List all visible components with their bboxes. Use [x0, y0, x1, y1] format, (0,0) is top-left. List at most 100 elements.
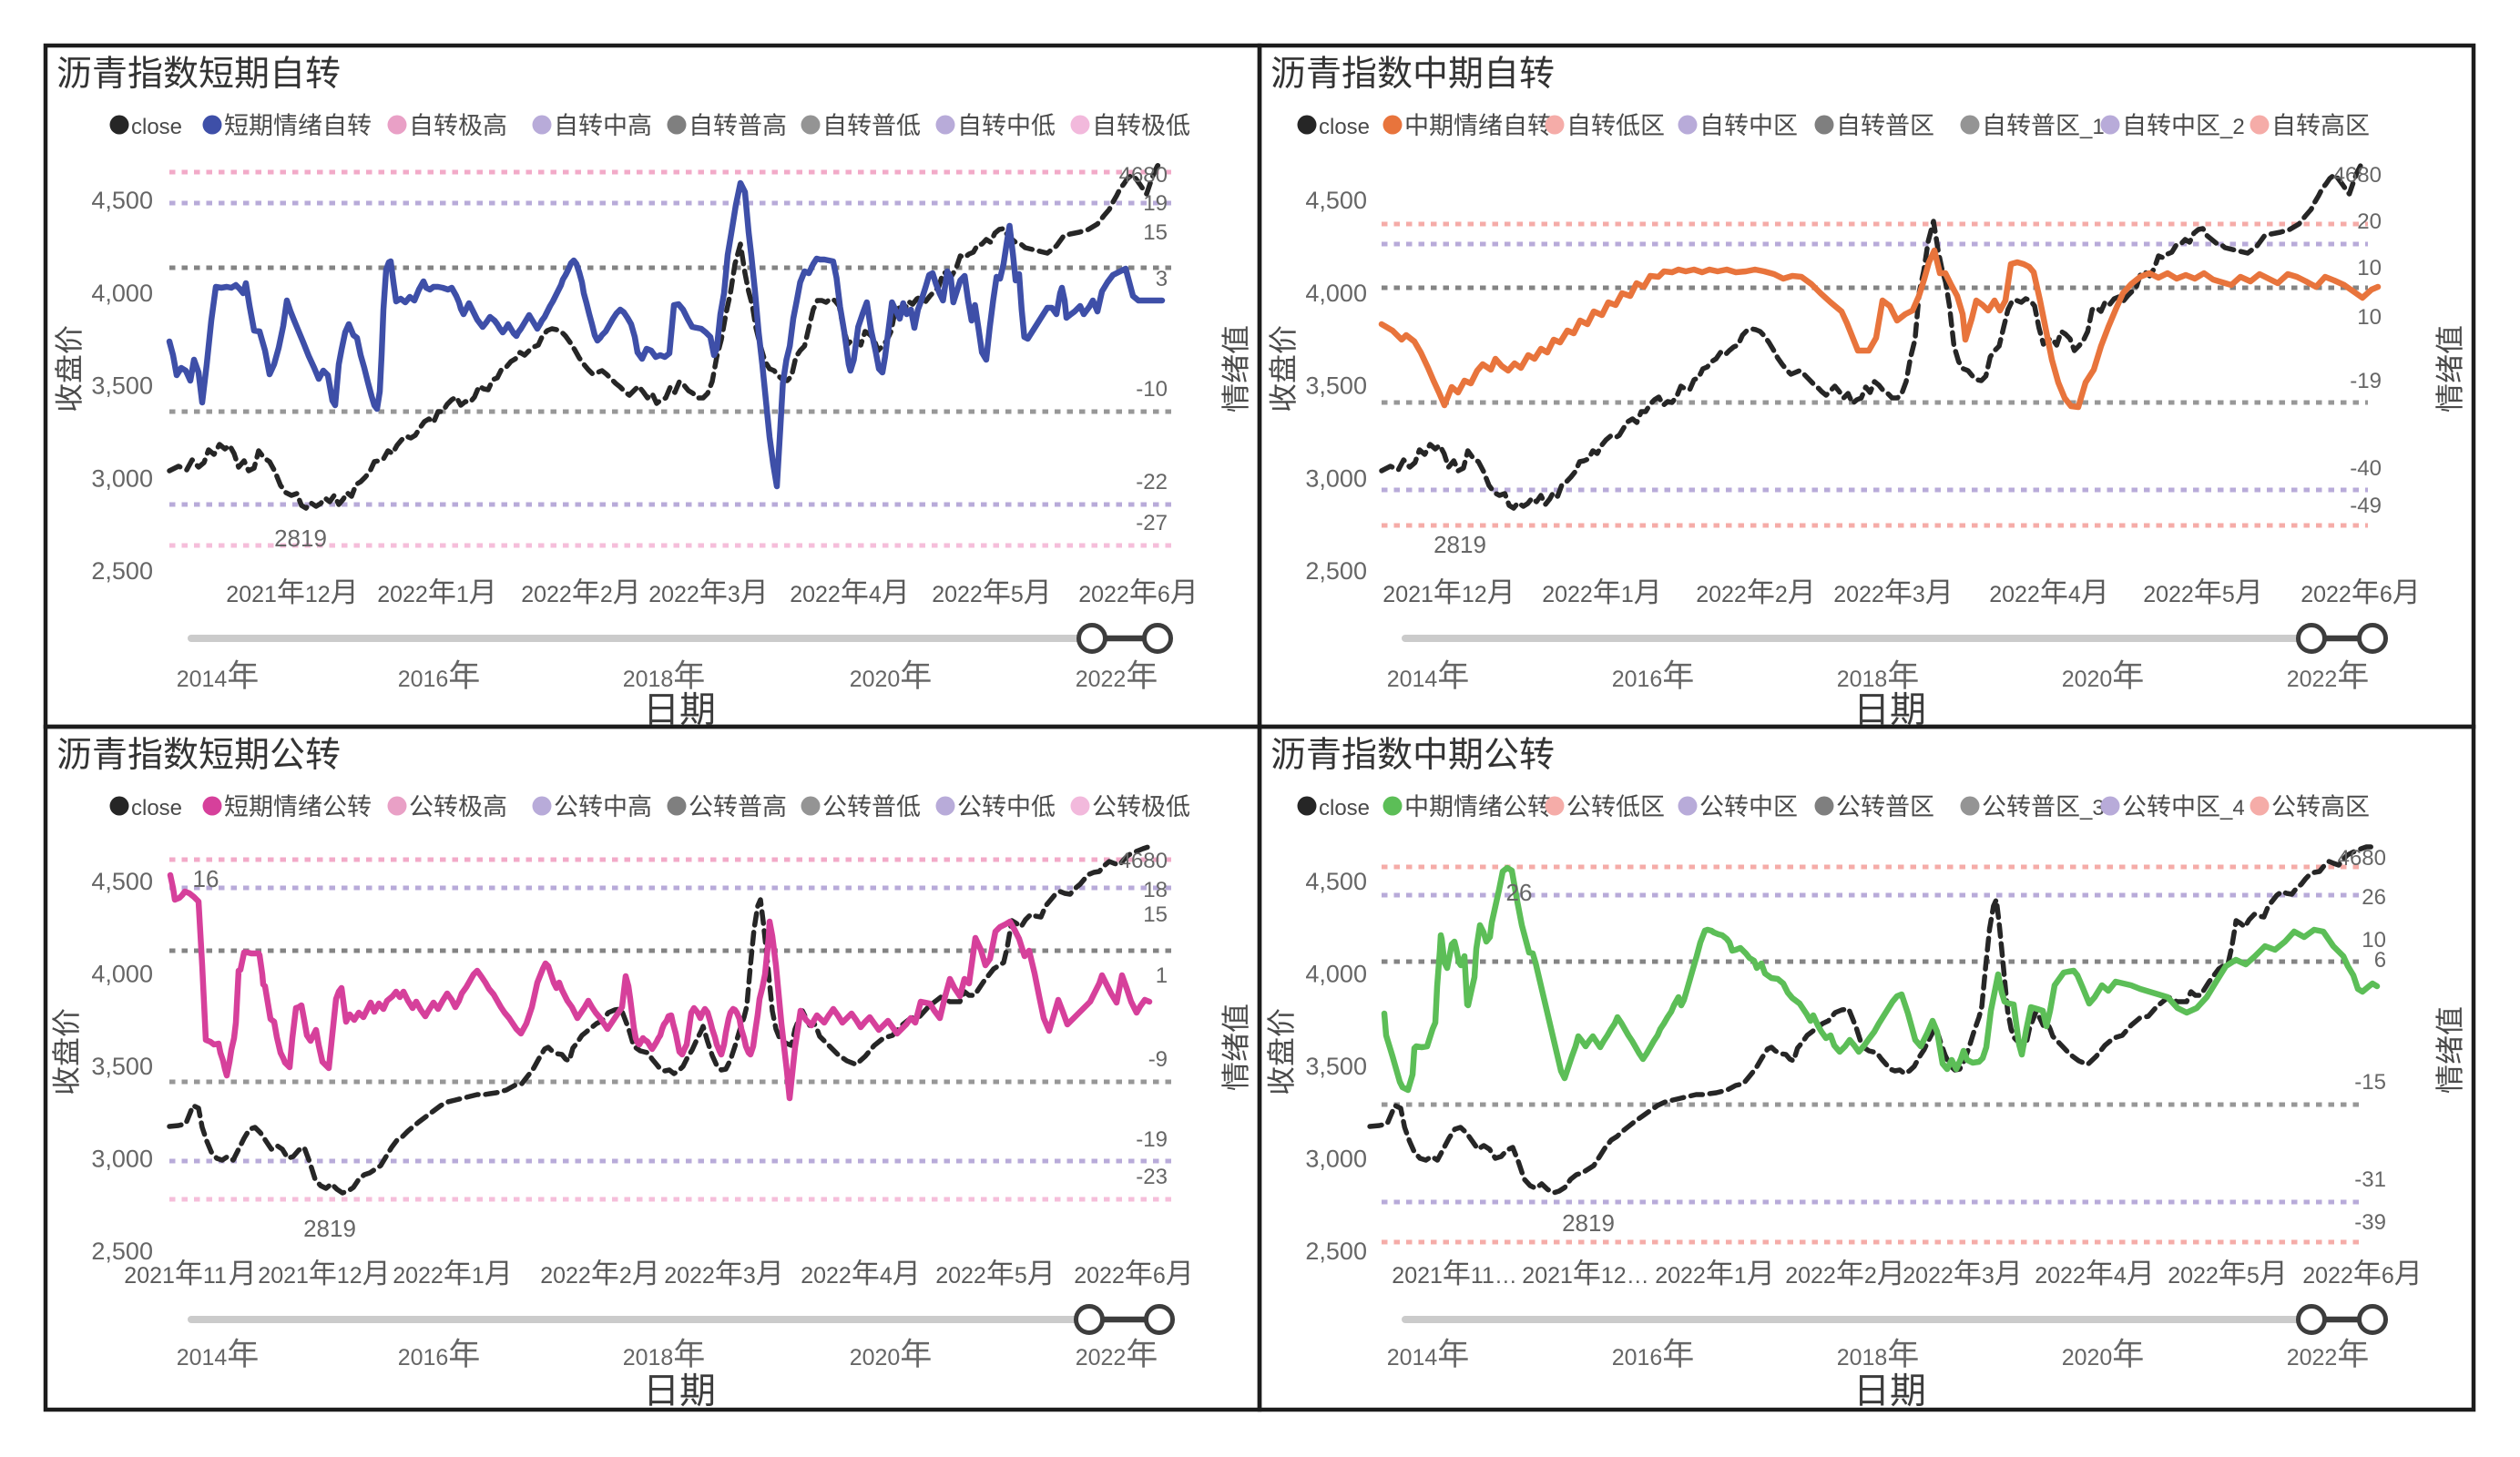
svg-text:2022: 2022 — [1903, 1263, 1954, 1289]
svg-text:2819: 2819 — [1433, 531, 1486, 558]
svg-text:2022: 2022 — [790, 582, 841, 607]
svg-text:2022: 2022 — [2287, 667, 2338, 692]
svg-text:_4: _4 — [2219, 796, 2245, 820]
svg-text:_3: _3 — [2079, 796, 2105, 820]
svg-text:4,500: 4,500 — [91, 187, 153, 214]
svg-text:6: 6 — [2382, 1263, 2394, 1289]
svg-text:2014: 2014 — [1387, 1345, 1438, 1370]
svg-text:3: 3 — [728, 582, 740, 607]
svg-text:20: 20 — [2357, 209, 2382, 234]
svg-text:-9: -9 — [1148, 1047, 1168, 1072]
svg-text:close: close — [131, 115, 182, 139]
svg-text:4: 4 — [880, 1263, 893, 1289]
svg-text:5: 5 — [2222, 582, 2235, 607]
svg-text:4,500: 4,500 — [91, 868, 153, 895]
svg-text:2021: 2021 — [124, 1263, 175, 1289]
svg-text:close: close — [1319, 115, 1370, 139]
svg-text:2021: 2021 — [258, 1263, 309, 1289]
svg-text:4680: 4680 — [1119, 849, 1168, 873]
svg-text:2022: 2022 — [1655, 1263, 1706, 1289]
svg-text:-49: -49 — [2350, 494, 2382, 518]
svg-text:3,000: 3,000 — [1305, 1146, 1367, 1173]
svg-text:3: 3 — [743, 1263, 756, 1289]
svg-text:-19: -19 — [2350, 369, 2382, 393]
svg-text:10: 10 — [2357, 305, 2382, 330]
svg-text:2018: 2018 — [623, 1345, 674, 1370]
svg-text:2016: 2016 — [398, 667, 449, 692]
svg-text:2022: 2022 — [2035, 1263, 2086, 1289]
svg-text:2020: 2020 — [2062, 1345, 2113, 1370]
svg-text:2022: 2022 — [1542, 582, 1593, 607]
svg-text:close: close — [1319, 796, 1370, 820]
svg-text:2016: 2016 — [398, 1345, 449, 1370]
svg-text:4680: 4680 — [1119, 163, 1168, 188]
svg-text:3: 3 — [1913, 582, 1925, 607]
svg-text:12: 12 — [1462, 582, 1487, 607]
svg-text:4,000: 4,000 — [1305, 280, 1367, 307]
svg-text:2016: 2016 — [1612, 667, 1663, 692]
svg-text:16: 16 — [193, 865, 219, 892]
svg-text:2022: 2022 — [1989, 582, 2040, 607]
svg-text:2022: 2022 — [377, 582, 428, 607]
svg-text:2022: 2022 — [801, 1263, 852, 1289]
svg-text:2: 2 — [600, 582, 613, 607]
svg-text:2: 2 — [1864, 1263, 1877, 1289]
svg-text:2,500: 2,500 — [91, 557, 153, 585]
svg-text:2022: 2022 — [1833, 582, 1884, 607]
svg-text:3,500: 3,500 — [91, 372, 153, 400]
svg-text:close: close — [131, 796, 182, 820]
svg-text:2018: 2018 — [1837, 667, 1888, 692]
svg-text:2022: 2022 — [935, 1263, 986, 1289]
svg-text:12…: 12… — [1601, 1263, 1649, 1289]
svg-text:1: 1 — [456, 582, 469, 607]
svg-text:3: 3 — [1982, 1263, 1995, 1289]
svg-text:1: 1 — [1734, 1263, 1747, 1289]
svg-text:2819: 2819 — [274, 525, 327, 552]
svg-text:2022: 2022 — [540, 1263, 591, 1289]
svg-text:2018: 2018 — [1837, 1345, 1888, 1370]
svg-text:10: 10 — [2357, 256, 2382, 280]
svg-text:2021: 2021 — [226, 582, 277, 607]
svg-text:2018: 2018 — [623, 667, 674, 692]
svg-text:2022: 2022 — [521, 582, 572, 607]
svg-text:6: 6 — [2374, 948, 2386, 973]
svg-text:2020: 2020 — [2062, 667, 2113, 692]
svg-text:2: 2 — [619, 1263, 632, 1289]
svg-text:2022: 2022 — [1076, 1345, 1127, 1370]
svg-text:5: 5 — [1011, 582, 1024, 607]
svg-text:2022: 2022 — [2143, 582, 2194, 607]
svg-text:1: 1 — [472, 1263, 485, 1289]
svg-text:4680: 4680 — [2333, 163, 2382, 188]
svg-text:_2: _2 — [2219, 115, 2245, 139]
svg-text:2022: 2022 — [664, 1263, 715, 1289]
svg-text:2016: 2016 — [1612, 1345, 1663, 1370]
svg-text:2022: 2022 — [2287, 1345, 2338, 1370]
svg-text:2020: 2020 — [850, 667, 901, 692]
svg-text:3: 3 — [1156, 267, 1168, 291]
svg-text:4,000: 4,000 — [91, 280, 153, 307]
svg-text:2819: 2819 — [303, 1215, 356, 1242]
svg-text:2022: 2022 — [1785, 1263, 1836, 1289]
svg-text:4,500: 4,500 — [1305, 868, 1367, 895]
svg-text:4,000: 4,000 — [91, 961, 153, 988]
svg-text:-23: -23 — [1136, 1165, 1168, 1189]
svg-text:6: 6 — [1158, 582, 1170, 607]
svg-text:-40: -40 — [2350, 456, 2382, 481]
svg-text:3,000: 3,000 — [91, 1146, 153, 1173]
svg-text:4,000: 4,000 — [1305, 961, 1367, 988]
svg-text:2,500: 2,500 — [1305, 557, 1367, 585]
svg-text:4: 4 — [2114, 1263, 2127, 1289]
svg-text:2021: 2021 — [1382, 582, 1433, 607]
svg-text:1: 1 — [1621, 582, 1634, 607]
svg-text:2022: 2022 — [1078, 582, 1129, 607]
svg-text:4: 4 — [2068, 582, 2081, 607]
svg-text:2022: 2022 — [2168, 1263, 2219, 1289]
svg-text:2014: 2014 — [1387, 667, 1438, 692]
svg-text:-19: -19 — [1136, 1127, 1168, 1152]
svg-text:3,500: 3,500 — [1305, 1053, 1367, 1080]
svg-text:19: 19 — [1143, 191, 1168, 216]
svg-text:4680: 4680 — [2338, 846, 2386, 871]
svg-text:2022: 2022 — [393, 1263, 444, 1289]
svg-text:5: 5 — [1015, 1263, 1027, 1289]
svg-text:2819: 2819 — [1562, 1209, 1615, 1237]
